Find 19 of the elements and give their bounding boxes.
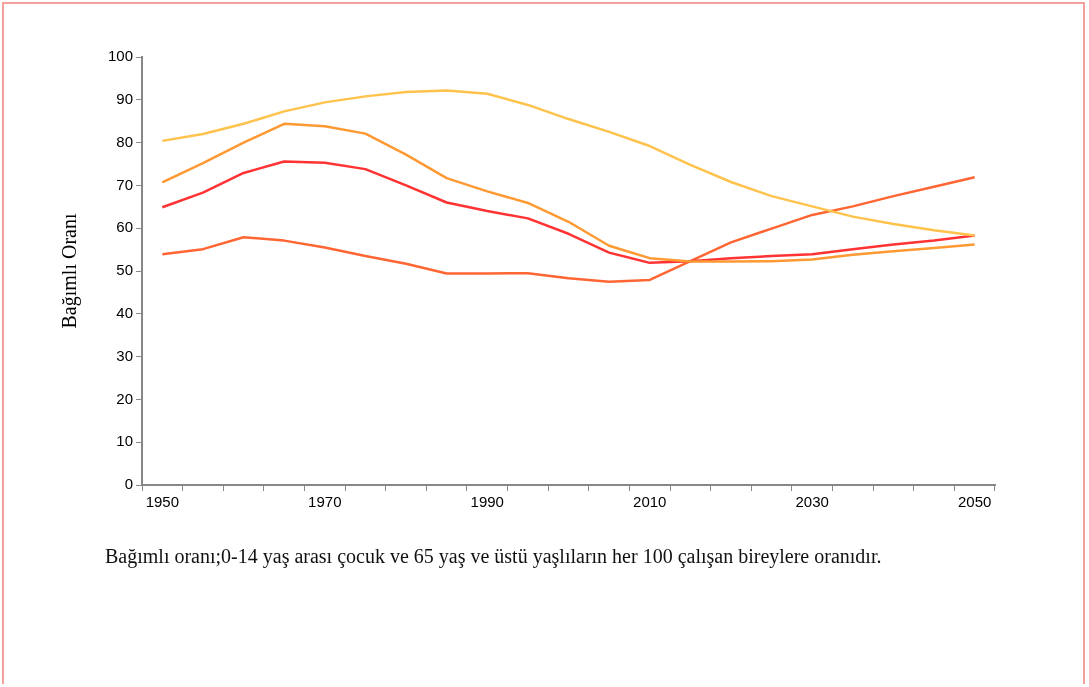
y-tick-label: 100 (108, 47, 134, 65)
y-tick-label: 90 (116, 89, 134, 107)
x-tick-label: 2050 (958, 493, 992, 511)
y-tick-label: 30 (116, 346, 134, 364)
y-tick-label: 50 (116, 261, 134, 279)
x-tick-label: 2010 (633, 493, 667, 511)
y-tick-label: 80 (116, 132, 134, 150)
y-tick-label: 70 (116, 175, 134, 193)
x-tick-label: 2030 (795, 493, 829, 511)
y-tick-label: 60 (116, 218, 134, 236)
y-tick-label: 40 (116, 303, 134, 321)
x-tick-label: 1950 (145, 493, 180, 511)
y-tick-label: 20 (116, 389, 134, 407)
x-tick-label: 1990 (470, 493, 504, 511)
y-tick-label: 10 (116, 432, 134, 450)
text: Bağımlı oranı;0-14 yaş arası çocuk ve 65 yaş ve üstü yaşlıların her 100 çalışan bireylere oranıdır. (105, 544, 883, 570)
x-tick-label: 1970 (308, 493, 342, 511)
y-tick-label: 0 (124, 475, 134, 493)
y-axis-title: Bağımlı Oranı (58, 213, 82, 329)
